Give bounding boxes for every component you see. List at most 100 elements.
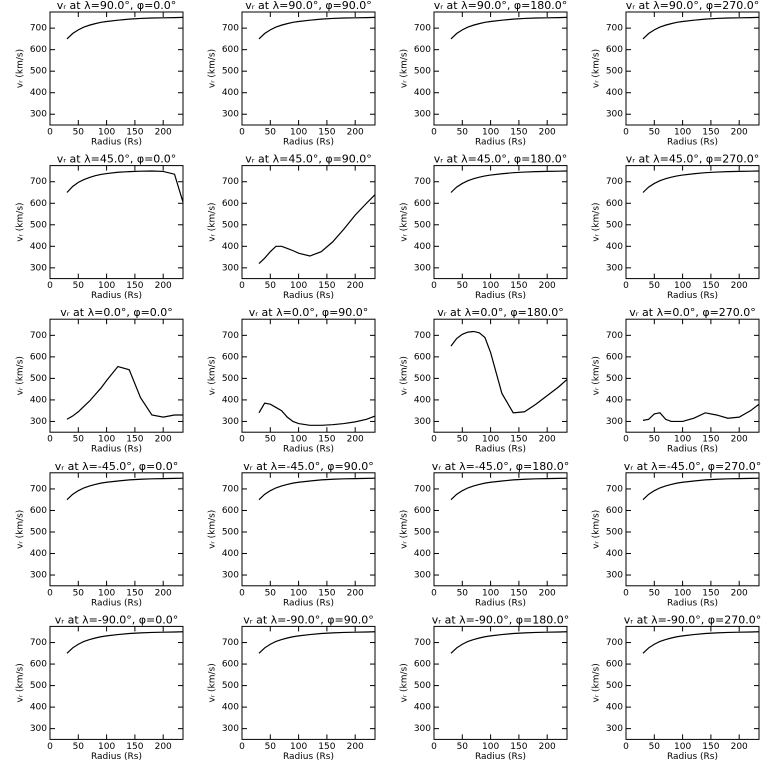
x-tick-label: 0	[431, 742, 437, 752]
y-tick-label: 600	[414, 660, 431, 670]
y-axis-label: vᵣ (km/s)	[16, 49, 26, 88]
x-tick-label: 50	[649, 588, 661, 598]
panel-title: vᵣ at λ=90.0°, φ=180.0°	[434, 0, 568, 12]
y-tick-label: 700	[606, 24, 623, 34]
x-tick-label: 150	[318, 435, 335, 445]
y-tick-label: 300	[30, 110, 47, 120]
data-line	[642, 16, 760, 40]
x-tick-label: 100	[98, 281, 115, 291]
x-tick-label: 150	[702, 128, 719, 138]
panel: vᵣ at λ=0.0°, φ=180.0° 0 50 100 150 200 300 400…	[400, 306, 568, 455]
y-tick-label: 400	[414, 242, 431, 252]
x-tick-label: 0	[239, 435, 245, 445]
y-tick-label: 300	[414, 110, 431, 120]
x-tick-label: 200	[155, 128, 172, 138]
y-axis-label: vᵣ (km/s)	[16, 202, 26, 241]
data-line	[642, 170, 760, 193]
plot-frame	[625, 165, 760, 280]
x-tick-label: 50	[265, 742, 277, 752]
x-tick-label: 100	[290, 281, 307, 291]
x-tick-label: 0	[47, 742, 53, 752]
y-axis-label: vᵣ (km/s)	[208, 510, 218, 549]
y-tick-label: 400	[606, 242, 623, 252]
y-tick-label: 300	[222, 417, 239, 427]
x-tick-label: 200	[347, 588, 364, 598]
data-line	[450, 477, 568, 501]
y-tick-label: 500	[222, 527, 239, 537]
plot-frame	[241, 11, 376, 126]
x-tick-label: 50	[457, 281, 469, 291]
y-tick-label: 500	[222, 220, 239, 230]
x-tick-label: 0	[47, 281, 53, 291]
y-tick-label: 700	[30, 177, 47, 187]
data-line	[642, 403, 760, 423]
y-axis-label: vᵣ (km/s)	[208, 663, 218, 702]
x-axis-label: Radius (Rs)	[91, 598, 142, 608]
y-axis-label: vᵣ (km/s)	[592, 663, 602, 702]
x-tick-label: 200	[155, 742, 172, 752]
y-tick-label: 500	[606, 681, 623, 691]
x-tick-label: 0	[47, 435, 53, 445]
data-line	[450, 170, 568, 193]
y-axis-label: vᵣ (km/s)	[592, 356, 602, 395]
y-axis-label: vᵣ (km/s)	[400, 663, 410, 702]
x-tick-label: 200	[731, 128, 748, 138]
y-tick-label: 300	[30, 571, 47, 581]
y-tick-label: 500	[414, 527, 431, 537]
y-tick-label: 300	[414, 417, 431, 427]
y-tick-label: 600	[222, 199, 239, 209]
x-tick-label: 50	[649, 281, 661, 291]
x-tick-label: 100	[290, 435, 307, 445]
x-tick-label: 0	[623, 281, 629, 291]
data-line	[450, 631, 568, 654]
y-tick-label: 500	[606, 374, 623, 384]
y-tick-label: 600	[30, 199, 47, 209]
x-tick-label: 0	[431, 435, 437, 445]
plot-frame	[433, 625, 568, 740]
x-tick-label: 150	[126, 435, 143, 445]
x-tick-label: 150	[126, 281, 143, 291]
y-axis-label: vᵣ (km/s)	[592, 510, 602, 549]
x-tick-label: 100	[674, 435, 691, 445]
plot-frame	[49, 318, 184, 433]
x-axis-label: Radius (Rs)	[667, 291, 718, 301]
panel-title: vᵣ at λ=90.0°, φ=0.0°	[57, 0, 177, 12]
data-line	[66, 365, 183, 420]
x-tick-label: 50	[73, 742, 85, 752]
plot-frame	[241, 472, 376, 587]
plot-frame	[241, 625, 376, 740]
x-tick-label: 50	[457, 742, 469, 752]
x-tick-label: 150	[126, 742, 143, 752]
y-tick-label: 600	[30, 45, 47, 55]
x-tick-label: 200	[731, 281, 748, 291]
x-tick-label: 200	[155, 435, 172, 445]
x-tick-label: 150	[126, 128, 143, 138]
x-tick-label: 100	[98, 588, 115, 598]
y-tick-label: 500	[30, 527, 47, 537]
x-tick-label: 0	[239, 128, 245, 138]
y-tick-label: 600	[606, 352, 623, 362]
y-tick-label: 700	[30, 484, 47, 494]
x-tick-label: 0	[623, 435, 629, 445]
data-line	[258, 402, 376, 426]
y-tick-label: 700	[414, 638, 431, 648]
plot-frame	[625, 318, 760, 433]
y-tick-label: 400	[222, 88, 239, 98]
y-tick-label: 700	[222, 24, 239, 34]
y-tick-label: 700	[30, 24, 47, 34]
data-line	[642, 477, 760, 501]
x-tick-label: 150	[126, 588, 143, 598]
y-tick-label: 300	[30, 263, 47, 273]
y-tick-label: 600	[414, 199, 431, 209]
y-tick-label: 500	[414, 220, 431, 230]
x-tick-label: 0	[623, 588, 629, 598]
y-tick-label: 300	[606, 724, 623, 734]
panel-title: vᵣ at λ=45.0°, φ=270.0°	[626, 153, 760, 166]
y-tick-label: 700	[222, 331, 239, 341]
y-tick-label: 600	[222, 506, 239, 516]
data-line	[66, 631, 184, 654]
y-tick-label: 400	[30, 703, 47, 713]
x-tick-label: 150	[510, 588, 527, 598]
panel: vᵣ at λ=90.0°, φ=180.0° 0 50 100 150 200 300 40…	[400, 0, 568, 148]
